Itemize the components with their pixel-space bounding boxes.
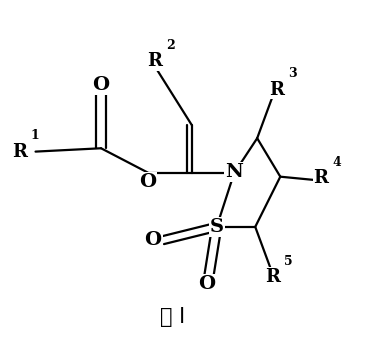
- Text: R: R: [269, 81, 284, 99]
- Text: S: S: [210, 218, 224, 236]
- Text: N: N: [225, 163, 243, 181]
- Text: 式 I: 式 I: [160, 307, 185, 327]
- Text: R: R: [12, 142, 27, 160]
- Text: 4: 4: [332, 156, 341, 169]
- Text: 2: 2: [167, 39, 175, 52]
- Text: O: O: [145, 231, 161, 249]
- Text: 3: 3: [288, 67, 297, 80]
- Text: R: R: [147, 52, 163, 70]
- Text: O: O: [139, 173, 156, 191]
- Text: 1: 1: [31, 129, 39, 142]
- Text: R: R: [313, 169, 328, 187]
- Text: R: R: [265, 268, 280, 286]
- Text: 5: 5: [284, 255, 293, 268]
- Text: O: O: [93, 76, 109, 94]
- Text: O: O: [199, 275, 215, 293]
